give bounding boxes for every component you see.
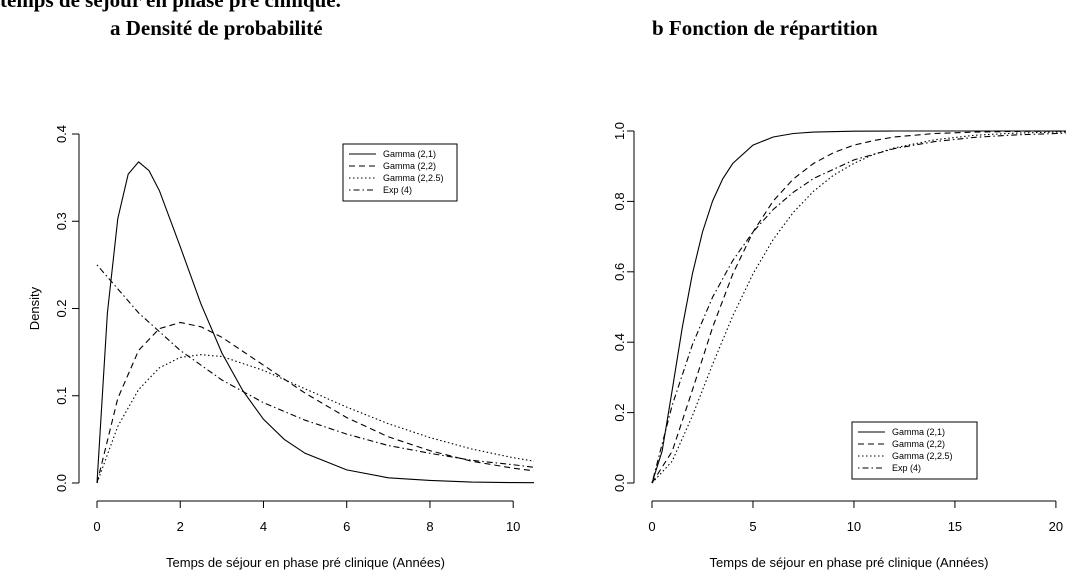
x-tick-label: 15 [948, 519, 962, 534]
legend-label: Exp (4) [383, 185, 412, 195]
y-tick-label: 0.0 [54, 474, 69, 492]
legend-label: Gamma (2,1) [383, 149, 436, 159]
x-tick-label: 5 [749, 519, 756, 534]
x-tick-label: 10 [506, 519, 520, 534]
figure-title-clipped: temps de séjour en phase pré clinique. [0, 0, 341, 12]
chart-panel-b: 0 5 10 15 20 0.0 0.2 0.4 0.6 0.8 1.0 Temps de séjou… [612, 122, 1067, 570]
y-tick-label: 0.3 [54, 212, 69, 230]
y-tick-label: 0.4 [612, 333, 627, 351]
series-line-solid [651, 130, 1066, 484]
x-tick-label: 20 [1049, 519, 1063, 534]
x-tick-label: 10 [847, 519, 861, 534]
x-tick-label: 8 [426, 519, 433, 534]
panel-b-title: b Fonction de répartition [652, 16, 878, 40]
panel-a-title: a Densité de probabilité [110, 16, 323, 40]
y-tick-label: 0.6 [612, 263, 627, 281]
series-line-dotdash [96, 264, 535, 468]
legend-label: Gamma (2,2) [383, 161, 436, 171]
x-tick-label: 2 [177, 519, 184, 534]
x-axis-label: Temps de séjour en phase pré clinique (A… [710, 555, 989, 570]
x-tick-label: 4 [260, 519, 267, 534]
y-tick-label: 0.1 [54, 387, 69, 405]
y-tick-label: 0.2 [612, 404, 627, 422]
y-tick-label: 1.0 [612, 122, 627, 140]
series-line-dotdash [651, 132, 1067, 484]
y-tick-label: 0.2 [54, 299, 69, 317]
y-tick-label: 0.0 [612, 474, 627, 492]
header: temps de séjour en phase pré clinique. a… [0, 0, 1068, 50]
y-tick-label: 0.8 [612, 192, 627, 210]
legend-label: Exp (4) [892, 463, 921, 473]
chart-panel-a: 0 2 4 6 8 10 0.0 0.1 0.2 0.3 0.4 Temps de séjour en… [27, 125, 535, 570]
legend-label: Gamma (2,2) [892, 439, 945, 449]
x-axis-label: Temps de séjour en phase pré clinique (A… [166, 555, 445, 570]
series-line-dotted [651, 131, 1066, 484]
y-tick-label: 0.4 [54, 125, 69, 143]
series-line-dotted [96, 354, 535, 484]
series-line-dashed [96, 321, 535, 484]
legend-label: Gamma (2,2.5) [383, 173, 444, 183]
series-line-dashed [651, 130, 1067, 484]
x-tick-label: 0 [648, 519, 655, 534]
x-tick-label: 6 [343, 519, 350, 534]
legend-label: Gamma (2,2.5) [892, 451, 953, 461]
series-line-solid [96, 161, 535, 484]
y-axis-label: Density [27, 286, 42, 330]
x-tick-label: 0 [93, 519, 100, 534]
legend-label: Gamma (2,1) [892, 427, 945, 437]
